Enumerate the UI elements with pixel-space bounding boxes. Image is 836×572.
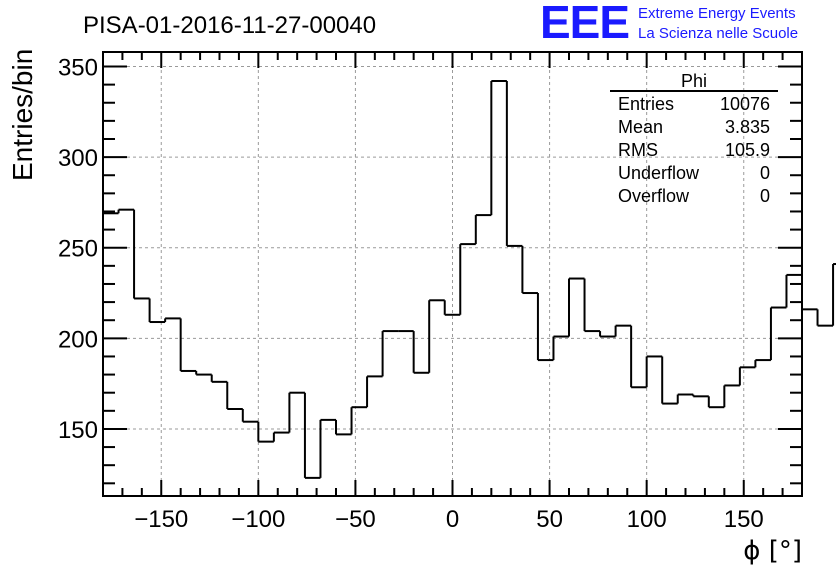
eee-logo-mark: EEE [540,0,630,48]
stats-row-label: Overflow [618,186,690,206]
stats-row-label: RMS [618,140,658,160]
stats-row-label: Underflow [618,163,700,183]
eee-logo-line2: La Scienza nelle Scuole [638,25,799,42]
stats-row-value: 10076 [720,94,770,114]
y-tick-label: 250 [58,236,98,263]
stats-row-label: Mean [618,117,663,137]
y-tick-label: 200 [58,326,98,353]
y-tick-label: 350 [58,54,98,81]
y-tick-label: 150 [58,417,98,444]
stats-title: Phi [681,71,707,91]
x-tick-label: 150 [724,506,764,533]
y-tick-labels: 150 200 250 300 350 [58,54,98,443]
stats-rows: Entries 10076 Mean 3.835 RMS 105.9 Underflow 0 O… [618,94,770,206]
histogram-series [103,79,836,479]
stats-row-label: Entries [618,94,674,114]
eee-logo-line1: Extreme Energy Events [638,5,796,22]
x-tick-label: 100 [627,506,667,533]
stats-row-value: 0 [760,186,770,206]
stats-row-value: 0 [760,163,770,183]
chart-title: PISA-01-2016-11-27-00040 [83,12,376,39]
x-axis-label: ϕ [°] [743,536,802,566]
x-tick-label: 50 [536,506,563,533]
y-axis-label: Entries/bin [7,49,38,181]
x-tick-labels: −150 −100 −50 0 50 100 150 [134,506,764,533]
grid-lines [103,52,802,496]
x-tick-label: 0 [446,506,459,533]
axis-ticks [102,52,803,496]
stats-box: Phi Entries 10076 Mean 3.835 RMS 105.9 Underfl… [610,71,778,206]
y-tick-label: 300 [58,145,98,172]
x-tick-label: −50 [335,506,376,533]
x-tick-label: −100 [231,506,285,533]
stats-row-value: 3.835 [725,117,770,137]
stats-row-value: 105.9 [725,140,770,160]
x-tick-label: −150 [134,506,188,533]
